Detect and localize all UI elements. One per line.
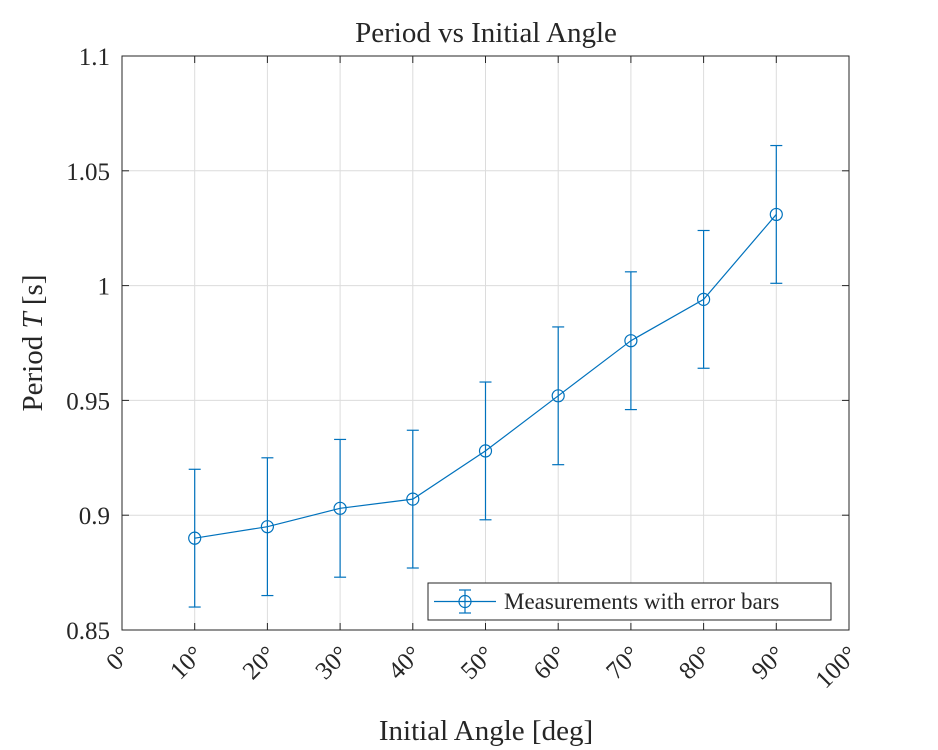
data-point [551,389,565,403]
y-axis-label-prefix: Period [17,329,49,412]
y-tick-label: 0.9 [79,503,110,530]
y-axis-label-symbol: T [17,311,49,329]
x-axis-label: Initial Angle [deg] [379,715,593,747]
data-point [188,531,202,545]
y-axis-label-suffix: [s] [17,275,49,313]
x-tick-label: 70° [601,641,645,685]
grid [121,55,850,631]
y-tick-label: 1.05 [66,159,110,186]
y-tick-label: 1.1 [79,44,110,71]
x-tick-label: 60° [529,641,573,685]
legend-label: Measurements with error bars [504,589,779,614]
x-tick-label: 10° [165,641,209,685]
data-point [333,501,347,515]
x-tick-label: 50° [456,641,500,685]
y-tick-label: 1 [98,274,111,301]
y-axis-label: Period T [s] [17,275,49,412]
y-tick-label: 0.95 [66,388,110,415]
x-tick-label: 100° [811,641,864,694]
y-tick-label: 0.85 [66,618,110,645]
x-tick-label: 40° [383,641,427,685]
x-tick-label: 80° [674,641,718,685]
legend-marker [458,594,472,609]
x-tick-label: 20° [238,641,282,685]
legend: Measurements with error bars [427,582,832,621]
data-point [696,292,711,306]
x-tick-label: 90° [747,641,791,685]
chart-title: Period vs Initial Angle [355,17,617,49]
x-tick-label: 30° [311,641,355,685]
data-point [478,444,493,458]
data-point [769,207,783,222]
data-point [260,520,274,534]
data-point [406,492,420,506]
series [188,144,783,608]
x-tick-label: 0° [101,641,136,676]
data-point [624,334,638,348]
